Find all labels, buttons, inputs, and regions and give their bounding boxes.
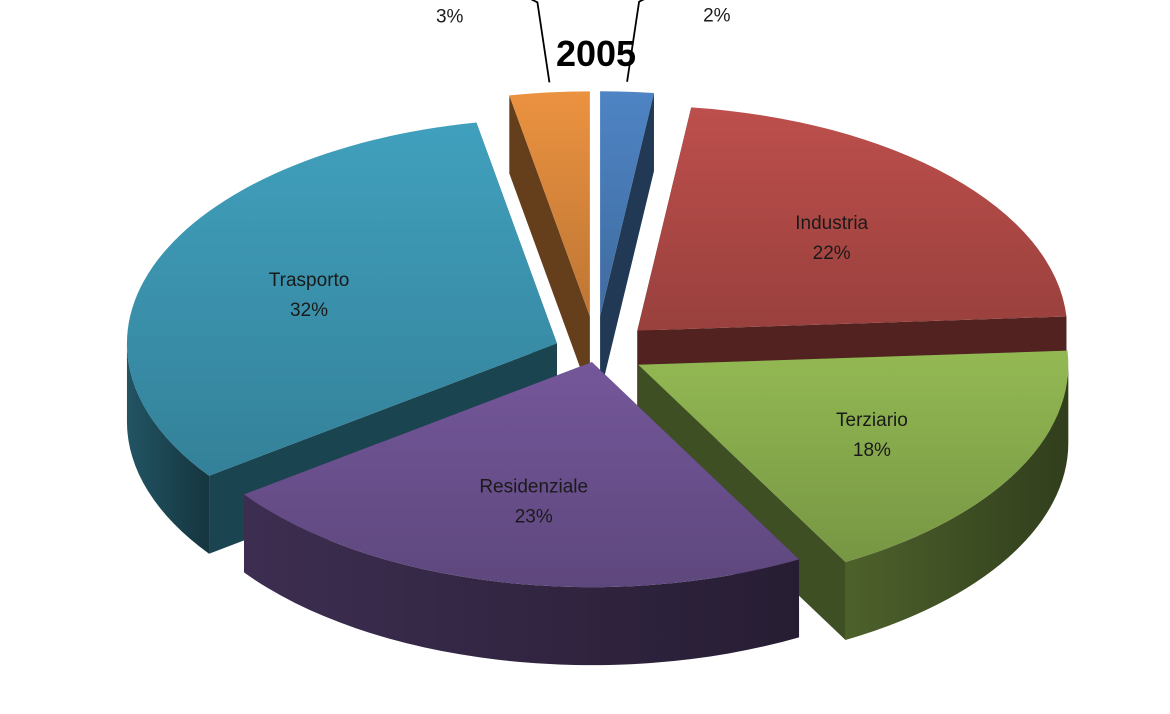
slice-terziario	[638, 350, 1069, 640]
slice-industria-top	[637, 107, 1067, 331]
slice-value-agricoltura: 2%	[703, 6, 731, 27]
slice-terziario-wall	[845, 364, 1069, 640]
slice-value-trasporto: 32%	[290, 300, 328, 321]
slice-value-residenziale: 23%	[515, 506, 553, 527]
slice-value-amministrazione: 3%	[436, 6, 464, 27]
slice-value-industria: 22%	[813, 243, 851, 264]
slice-amministrazione	[509, 91, 590, 395]
slices-layer	[126, 91, 1069, 666]
slice-amministrazione-side-start	[509, 95, 590, 395]
leader-line-agricoltura	[626, 0, 645, 82]
slice-label-industria: Industria	[795, 213, 868, 234]
leader-line-amministrazione	[530, 0, 551, 83]
slice-residenziale-wall	[243, 494, 800, 666]
chart-title: 2005	[556, 33, 636, 74]
slice-trasporto-wall	[126, 343, 210, 554]
slice-label-trasporto: Trasporto	[269, 270, 350, 291]
slice-residenziale	[243, 362, 800, 666]
slice-label-terziario: Terziario	[836, 410, 908, 431]
slice-agricoltura	[600, 91, 654, 395]
slice-residenziale-top	[243, 362, 800, 588]
slice-terziario-top	[638, 350, 1069, 562]
slice-agricoltura-side-end	[600, 93, 654, 395]
labels-layer: Agricoltura2%Industria22%Terziario18%Res…	[269, 6, 908, 528]
slice-label-residenziale: Residenziale	[479, 476, 588, 497]
leader-lines-layer	[530, 0, 645, 83]
slice-value-terziario: 18%	[853, 440, 891, 461]
slice-trasporto-top	[126, 122, 557, 476]
slice-agricoltura-top	[600, 91, 654, 317]
slice-amministrazione-top	[509, 91, 590, 317]
